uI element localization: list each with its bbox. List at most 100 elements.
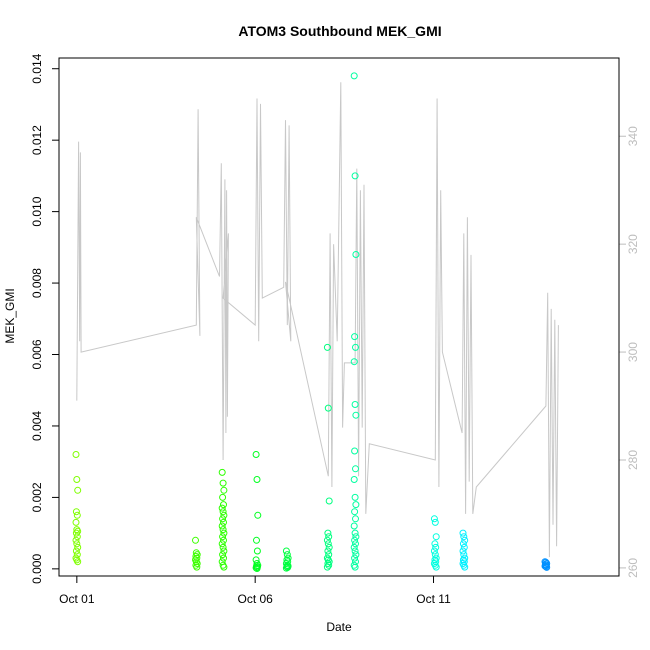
data-point xyxy=(351,554,359,562)
data-point xyxy=(253,547,261,555)
data-point xyxy=(220,501,227,509)
data-point xyxy=(460,551,468,559)
data-point xyxy=(352,533,360,541)
data-point xyxy=(72,508,80,516)
data-point xyxy=(541,562,549,570)
data-point xyxy=(543,563,551,571)
data-point xyxy=(73,551,81,559)
data-point xyxy=(219,543,227,551)
data-point xyxy=(74,486,82,494)
data-point xyxy=(253,536,260,544)
y2-tick-label: 260 xyxy=(626,558,640,578)
data-point xyxy=(351,536,359,544)
data-point xyxy=(460,543,468,551)
data-point xyxy=(460,533,468,541)
data-point xyxy=(350,476,358,483)
data-point xyxy=(193,554,201,562)
data-point xyxy=(73,533,81,541)
data-point xyxy=(220,536,227,544)
data-point xyxy=(219,508,227,516)
data-point xyxy=(73,540,81,548)
data-point xyxy=(74,527,82,535)
data-point xyxy=(351,563,359,571)
data-point xyxy=(431,518,439,526)
data-point xyxy=(254,511,262,519)
data-point xyxy=(252,451,260,458)
y-tick-label: 0.000 xyxy=(30,554,44,584)
y-tick-label: 0.002 xyxy=(30,482,44,512)
data-point xyxy=(324,404,332,412)
altitude-line xyxy=(76,82,559,558)
data-point xyxy=(460,558,468,566)
data-point xyxy=(324,540,332,548)
data-point xyxy=(218,504,226,512)
data-point xyxy=(432,543,440,551)
data-point xyxy=(218,522,226,530)
chart-title: ATOM3 Southbound MEK_GMI xyxy=(238,23,441,39)
data-point xyxy=(459,540,467,548)
y2-tick-label: 280 xyxy=(626,450,640,470)
data-point xyxy=(325,543,333,551)
data-point xyxy=(220,486,228,494)
data-point xyxy=(74,543,82,551)
data-point xyxy=(72,547,80,555)
data-point xyxy=(542,563,550,571)
data-point xyxy=(73,511,81,519)
x-tick-label: Oct 06 xyxy=(237,592,273,606)
y-axis-label: MEK_GMI xyxy=(3,288,17,343)
data-point xyxy=(218,540,226,548)
y2-tick-label: 340 xyxy=(626,126,640,146)
data-point xyxy=(323,563,331,571)
data-point xyxy=(352,465,359,473)
x-axis-label: Date xyxy=(326,620,352,634)
y2-tick-label: 320 xyxy=(626,234,640,254)
data-point xyxy=(193,563,201,571)
data-point xyxy=(283,551,291,559)
data-point xyxy=(253,565,261,572)
data-point xyxy=(351,333,359,341)
data-point xyxy=(459,529,467,537)
data-point xyxy=(323,343,331,351)
data-point xyxy=(73,476,81,483)
data-points-layer xyxy=(72,72,551,572)
altitude-line-layer xyxy=(76,82,559,558)
data-point xyxy=(220,518,227,526)
data-point xyxy=(352,551,360,559)
data-point xyxy=(351,529,359,537)
data-point xyxy=(352,540,359,548)
data-point xyxy=(193,560,201,567)
data-point xyxy=(219,493,227,501)
data-point xyxy=(220,511,228,519)
y-tick-label: 0.004 xyxy=(30,411,44,441)
y-tick-label: 0.014 xyxy=(30,53,44,83)
data-point xyxy=(431,551,439,559)
data-point xyxy=(325,561,333,569)
data-point xyxy=(324,547,332,555)
data-point xyxy=(323,536,331,544)
data-point xyxy=(431,540,439,548)
data-point xyxy=(324,529,332,537)
data-point xyxy=(430,547,438,555)
data-point xyxy=(220,547,228,555)
data-point xyxy=(282,547,290,555)
y-tick-label: 0.010 xyxy=(30,196,44,226)
data-point xyxy=(350,358,358,366)
data-point xyxy=(72,536,80,544)
y-tick-label: 0.006 xyxy=(30,339,44,369)
y-tick-label: 0.012 xyxy=(30,125,44,155)
data-point xyxy=(352,251,360,258)
data-point xyxy=(351,493,359,501)
data-point xyxy=(351,547,359,555)
data-point xyxy=(351,508,359,516)
data-point xyxy=(461,563,469,571)
data-point xyxy=(432,563,440,571)
data-point xyxy=(282,564,290,572)
data-point xyxy=(219,479,227,487)
data-point xyxy=(72,529,80,537)
data-point xyxy=(459,547,467,555)
data-point xyxy=(351,172,359,180)
data-point xyxy=(350,543,358,551)
data-point xyxy=(219,526,227,534)
data-point xyxy=(219,551,227,559)
